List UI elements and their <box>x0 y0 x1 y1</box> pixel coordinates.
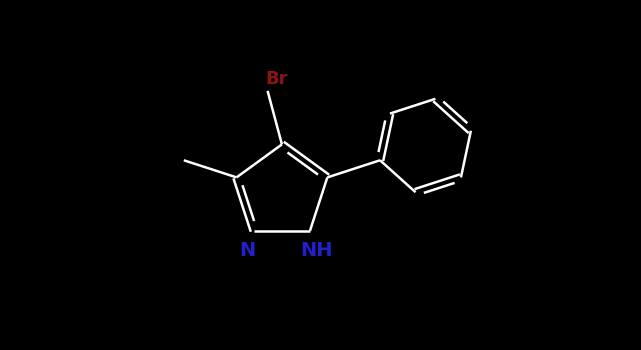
Text: NH: NH <box>300 241 333 260</box>
Text: N: N <box>240 241 256 260</box>
Text: Br: Br <box>265 70 288 88</box>
